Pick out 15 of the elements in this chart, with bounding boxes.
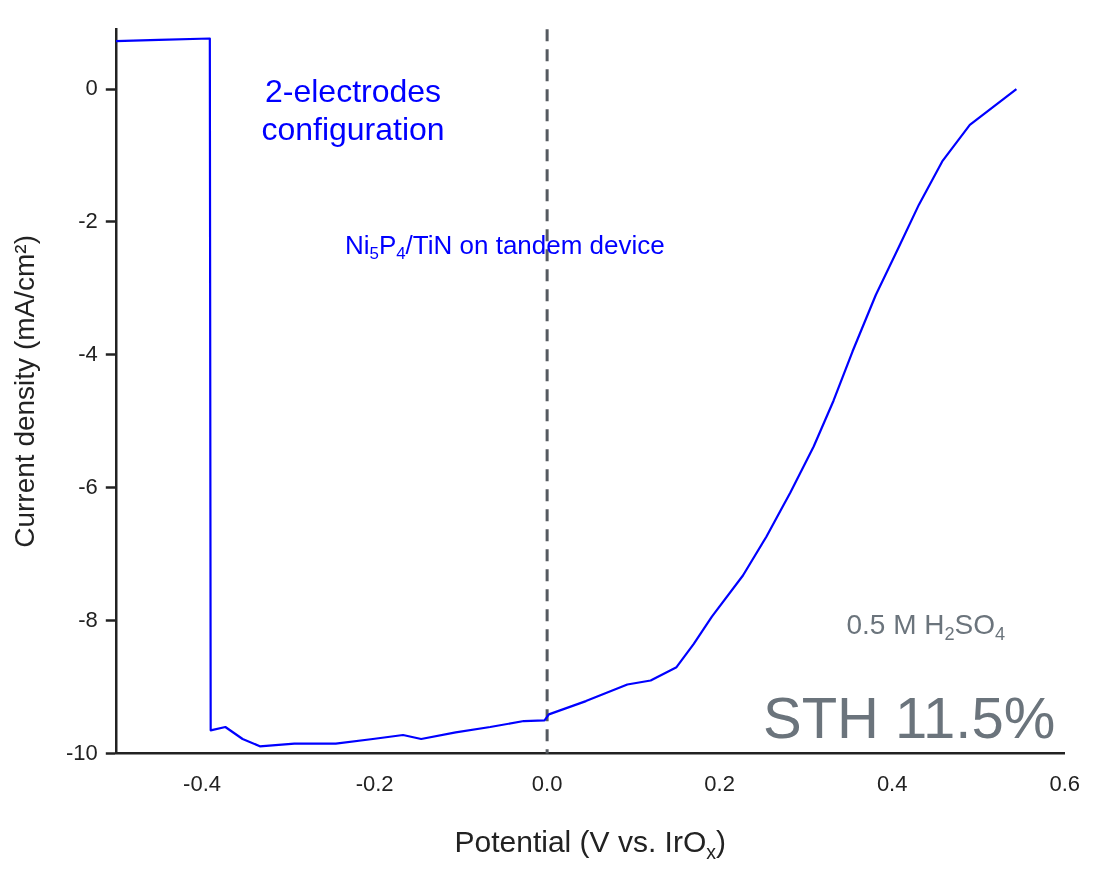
x-tick-label: 0.6 [1049,770,1081,796]
y-tick-label: -10 [66,739,98,765]
y-tick-label: -6 [78,473,98,499]
y-tick-label: 0 [85,75,98,101]
annotation: STH 11.5% [762,685,1056,751]
y-tick-label: -4 [78,340,98,366]
x-tick-label: 0.4 [876,770,908,796]
x-tick-label: -0.2 [355,770,394,796]
y-tick-label: -2 [78,207,98,233]
x-tick-label: 0.2 [704,770,735,796]
y-axis-title: Current density (mA/cm²) [9,235,40,548]
x-tick-label: 0.0 [531,770,563,796]
annotation: 2-electrodes configuration [261,72,445,148]
x-tick-label: -0.4 [183,770,222,796]
y-tick-label: -8 [78,606,98,632]
